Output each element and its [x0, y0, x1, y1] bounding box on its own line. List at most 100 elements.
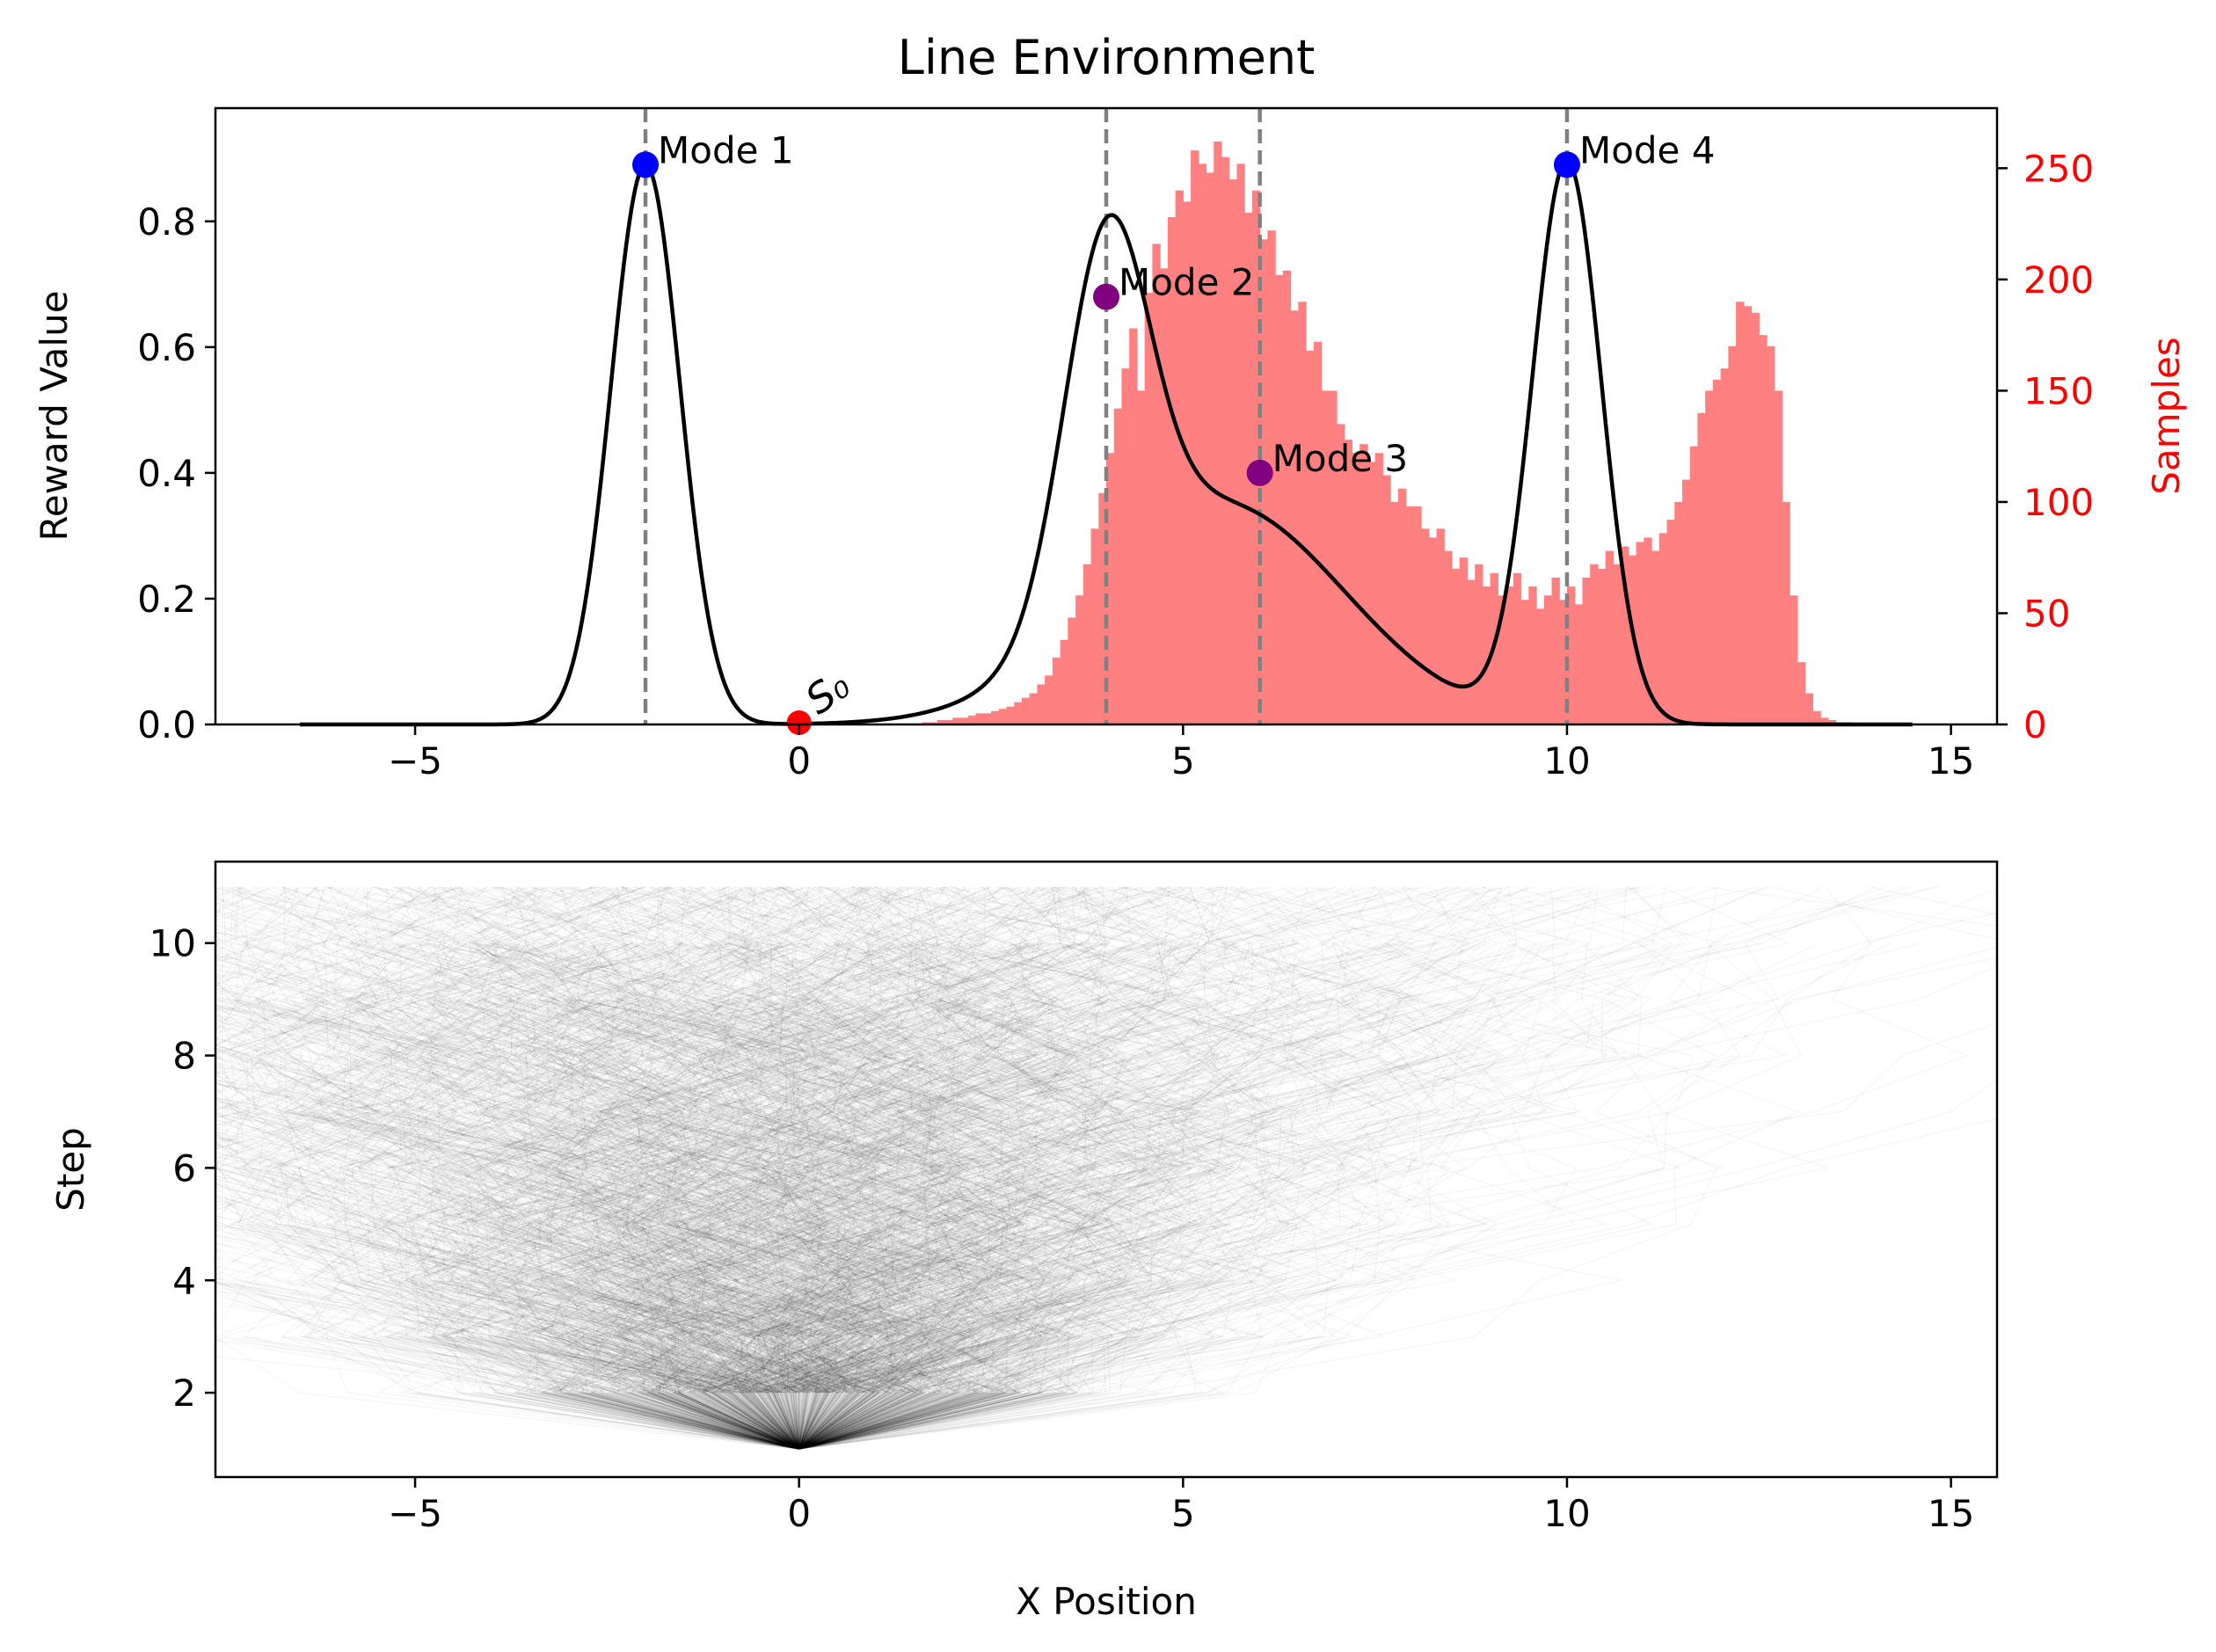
trajectory-path [424, 886, 948, 1450]
trajectory-path [373, 942, 800, 1450]
x-tick-label: −5 [388, 1492, 442, 1535]
trajectory-path [215, 1199, 799, 1450]
trajectory-path [215, 1123, 799, 1450]
histogram-bar [1344, 440, 1353, 724]
trajectory-path [798, 886, 1076, 1450]
trajectory-path [776, 942, 1561, 1450]
trajectory-path [631, 942, 987, 1450]
histogram-bar [1797, 662, 1806, 724]
trajectory-path [609, 999, 915, 1450]
trajectory-path [395, 999, 799, 1450]
trajectory-path [626, 886, 1126, 1450]
chart-title: Line Environment [898, 30, 1316, 85]
trajectory-path [368, 886, 1059, 1450]
trajectory-path [754, 999, 1153, 1450]
trajectory-path [678, 886, 967, 1450]
trajectory-path [758, 886, 1040, 1450]
trajectory-path [215, 1132, 799, 1450]
trajectory-path [390, 886, 878, 1450]
trajectory-path [537, 886, 1164, 1450]
trajectory-path [397, 886, 800, 1450]
trajectory-path [798, 886, 1161, 1450]
trajectory-path [581, 886, 998, 1450]
trajectory-path [240, 886, 799, 1450]
trajectory-path [536, 886, 951, 1450]
trajectory-path [737, 1279, 800, 1450]
trajectory-path [450, 1054, 848, 1450]
histogram-bar [1475, 564, 1483, 724]
trajectory-paths [215, 886, 1997, 1450]
trajectory-path [215, 1243, 799, 1450]
trajectory-path [606, 999, 849, 1450]
trajectory-path [782, 886, 1997, 1450]
trajectory-path [469, 942, 1034, 1450]
mode-label: Mode 4 [1579, 128, 1716, 171]
trajectory-path [215, 1132, 927, 1450]
trajectory-path [494, 942, 966, 1450]
trajectory-path [215, 1292, 799, 1450]
trajectory-path [507, 942, 881, 1450]
trajectory-path [424, 942, 893, 1450]
reward-curve [300, 158, 1913, 727]
trajectory-path [672, 999, 898, 1450]
trajectory-path [798, 886, 977, 1450]
trajectory-path [258, 886, 799, 1450]
trajectory-path [654, 999, 1154, 1450]
trajectory-path [672, 1224, 800, 1450]
trajectory-path [793, 942, 903, 1450]
trajectory-path [215, 942, 799, 1450]
trajectory-path [215, 1143, 832, 1450]
trajectory-path [383, 886, 836, 1450]
trajectory-path [798, 886, 1287, 1450]
trajectory-path [737, 1335, 800, 1450]
trajectory-path [798, 886, 1260, 1450]
trajectory-path [761, 1167, 900, 1450]
trajectory-path [798, 1224, 1225, 1450]
trajectory-path [798, 942, 1103, 1450]
trajectory-path [798, 886, 1308, 1450]
trajectory-path [763, 886, 1594, 1450]
trajectory-path [383, 886, 971, 1450]
trajectory-path [456, 886, 901, 1450]
trajectory-path [291, 886, 800, 1450]
trajectory-path [215, 965, 833, 1450]
trajectory-path [475, 942, 838, 1450]
trajectory-path [652, 886, 1001, 1450]
trajectory-path [576, 999, 1037, 1450]
trajectory-path [798, 886, 1403, 1450]
trajectory-path [354, 942, 908, 1450]
trajectory-path [215, 1021, 954, 1450]
histogram-bar [1251, 190, 1261, 724]
trajectory-path [332, 886, 799, 1450]
trajectory-path [215, 1137, 799, 1450]
trajectory-path [798, 886, 1486, 1450]
trajectory-path [630, 999, 890, 1450]
histogram-bar [1566, 586, 1576, 724]
trajectory-path [487, 1223, 799, 1450]
trajectory-path [399, 999, 799, 1450]
trajectory-path [791, 886, 1309, 1450]
trajectory-path [550, 886, 918, 1450]
trajectory-path [733, 999, 1184, 1450]
trajectory-path [375, 886, 891, 1450]
trajectory-path [798, 886, 1210, 1450]
trajectory-path [482, 886, 1046, 1450]
trajectory-path [677, 999, 1307, 1450]
trajectory-path [215, 886, 799, 1450]
trajectory-path [718, 886, 1424, 1450]
trajectory-path [610, 886, 1090, 1450]
trajectory-path [334, 999, 799, 1450]
histogram-bar [1221, 156, 1230, 724]
trajectory-path [529, 886, 1020, 1450]
trajectory-path [522, 886, 1128, 1450]
x-tick-label: 5 [1171, 739, 1195, 782]
histogram-bar [1144, 293, 1153, 724]
trajectory-path [215, 1045, 820, 1450]
trajectory-path [798, 942, 1323, 1450]
trajectory-path [732, 886, 1061, 1450]
trajectory-path [707, 999, 951, 1450]
trajectory-path [783, 886, 1385, 1450]
trajectory-path [278, 886, 816, 1450]
trajectory-path [295, 942, 800, 1450]
trajectory-path [682, 1335, 800, 1450]
